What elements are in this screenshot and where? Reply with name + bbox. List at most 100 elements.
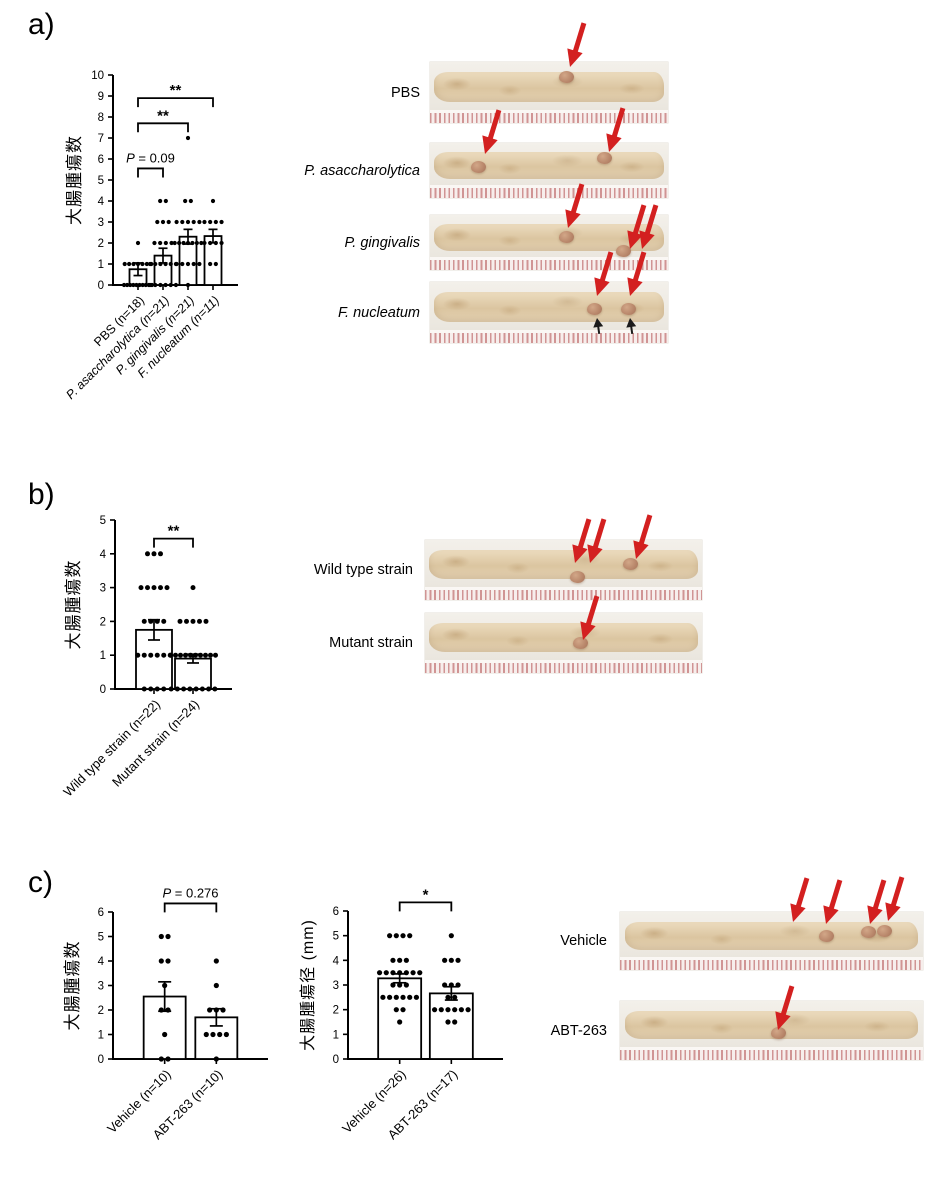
colon-photo: [425, 514, 702, 600]
scatter-dot: [135, 261, 141, 267]
scatter-dot: [458, 1007, 464, 1013]
scatter-dot: [210, 1031, 216, 1038]
scatter-dot: [194, 240, 199, 246]
tissue-strip: [433, 72, 665, 102]
scatter-dot: [213, 958, 219, 964]
y-tick-label: 6: [98, 154, 104, 166]
sig-bracket: [137, 122, 189, 133]
scatter-dot: [383, 970, 389, 976]
scatter-dot: [190, 585, 196, 591]
arrow-shaft: [644, 204, 658, 235]
scatter-dot: [185, 261, 191, 267]
scatter-dot: [137, 282, 142, 288]
scatter-dot: [207, 1007, 213, 1013]
y-tick-label: 0: [98, 1054, 104, 1066]
scatter-dot: [151, 551, 157, 557]
scatter-dot: [158, 240, 163, 246]
scatter-dot: [185, 240, 191, 246]
black-arrow-icon: [624, 317, 638, 336]
scatter-dot: [183, 652, 188, 658]
photo-label: P. gingivalis: [344, 234, 420, 251]
scatter-dot: [199, 240, 204, 246]
scatter-dot: [213, 982, 219, 989]
scatter-dot: [158, 933, 164, 940]
scatter-dot: [163, 282, 168, 288]
y-tick-label: 3: [333, 980, 339, 992]
arrow-shaft: [487, 109, 501, 140]
arrow-shaft: [637, 514, 652, 545]
scatter-dot: [158, 958, 164, 964]
scatter-dot: [190, 618, 196, 624]
scatter-dot: [198, 652, 203, 658]
y-tick-label: 1: [98, 1030, 104, 1042]
colon-photo: [430, 251, 668, 343]
ruler: [430, 330, 668, 343]
y-tick-label: 3: [98, 981, 104, 993]
scatter-dot: [183, 198, 188, 204]
scatter-dot: [208, 261, 213, 267]
scatter-dot: [173, 652, 178, 658]
scatter-dot: [206, 686, 212, 692]
scatter-dot: [403, 982, 409, 988]
y-tick-label: 1: [98, 259, 104, 271]
arrow-shaft: [629, 325, 634, 335]
sig-label: P = 0.09: [126, 150, 175, 165]
scatter-dot: [465, 1007, 471, 1013]
scatter-dot: [140, 261, 145, 267]
red-arrow-icon: [817, 877, 848, 927]
y-tick-label: 4: [98, 196, 105, 208]
scatter-dot: [148, 686, 154, 692]
scatter-dot: [165, 933, 171, 940]
scatter-dot: [162, 982, 168, 989]
scatter-dot: [390, 982, 396, 988]
scatter-dot: [448, 933, 454, 939]
scatter-dot: [168, 282, 173, 288]
scatter-dot: [145, 585, 150, 591]
scatter-dot: [181, 686, 187, 692]
colon-tumor-count-chart-b: 0 1 2 3 4 5 大腸腫瘍数 Wild type strain (n=22) Mutant…: [58, 486, 253, 830]
photo-label: Vehicle: [560, 933, 607, 949]
scatter-dot: [165, 958, 171, 964]
scatter-dot: [164, 585, 170, 591]
scatter-dot: [154, 652, 160, 658]
arrow-shaft: [610, 107, 625, 138]
sig-label: P = 0.276: [162, 885, 218, 900]
scatter-dot: [199, 686, 205, 692]
y-tick-label: 5: [98, 932, 104, 944]
tumor-spot: [819, 930, 835, 943]
scatter-dot: [161, 618, 167, 624]
tumor-spot: [770, 1027, 786, 1040]
y-tick-label: 3: [98, 217, 104, 229]
scatter-dot: [452, 1007, 458, 1013]
scatter-dot: [445, 1019, 451, 1025]
scatter-dot: [144, 261, 149, 267]
sig-bracket: [398, 901, 453, 912]
scatter-dot: [174, 686, 180, 692]
scatter-dot: [397, 970, 403, 976]
y-tick-label: 2: [100, 616, 106, 628]
scatter-dot: [208, 240, 213, 246]
scatter-dot: [213, 1007, 219, 1013]
y-axis-label: 大腸腫瘍数: [65, 135, 84, 225]
scatter-dot: [213, 1056, 219, 1062]
scatter-dot: [442, 957, 448, 963]
scatter-dot: [380, 994, 386, 1000]
tumor-spot: [587, 303, 603, 316]
colon-photo: [620, 876, 923, 970]
arrow-shaft: [598, 251, 613, 282]
tumor-spot: [622, 558, 638, 570]
arrow-head: [880, 902, 901, 924]
arrow-shaft: [632, 251, 646, 282]
scatter-dot: [220, 1007, 226, 1013]
scatter-dot: [191, 261, 196, 267]
scatter-dot: [161, 686, 167, 692]
scatter-dot: [165, 1056, 171, 1062]
scatter-dot: [376, 970, 383, 976]
scatter-dot: [155, 219, 160, 225]
scatter-dot: [163, 198, 168, 204]
tumor-spot: [876, 925, 892, 938]
y-tick-label: 5: [98, 175, 104, 187]
y-tick-label: 0: [98, 280, 104, 292]
scatter-dot: [397, 957, 403, 963]
